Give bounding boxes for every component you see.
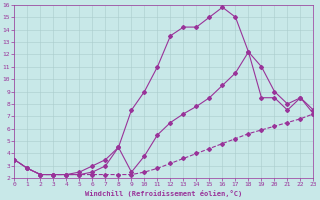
X-axis label: Windchill (Refroidissement éolien,°C): Windchill (Refroidissement éolien,°C): [85, 190, 243, 197]
